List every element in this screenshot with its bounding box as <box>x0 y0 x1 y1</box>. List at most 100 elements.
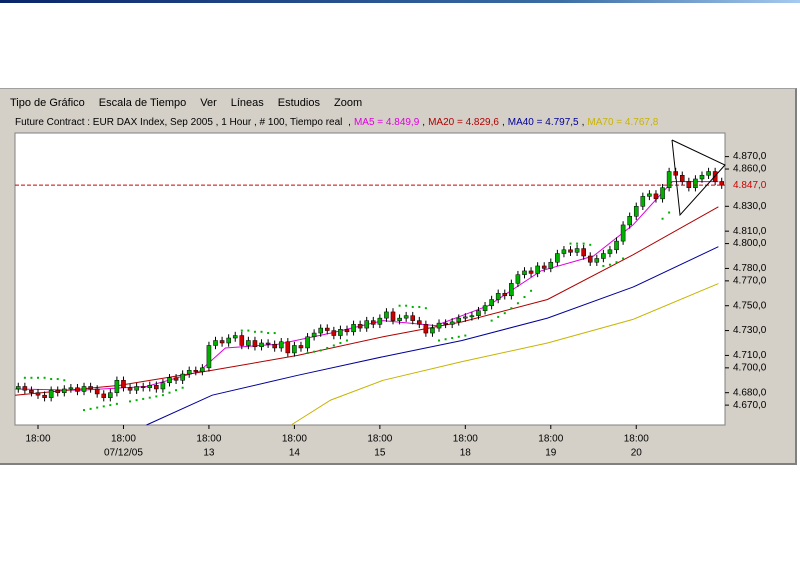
x-tick-label: 18:00 <box>367 434 392 445</box>
price-label: 4.847,0 <box>733 180 767 191</box>
candle-body <box>285 341 291 354</box>
candle-body <box>206 345 212 369</box>
candle-body <box>94 388 100 395</box>
sar-dot <box>37 376 40 379</box>
menu-item[interactable]: Escala de Tiempo <box>98 97 187 109</box>
sar-dot <box>424 307 427 310</box>
sar-dot <box>43 376 46 379</box>
candle-body <box>351 324 356 333</box>
candle-body <box>456 317 462 323</box>
plot-area <box>14 132 726 426</box>
plot <box>14 167 725 426</box>
sar-dot <box>135 399 138 402</box>
separator: , <box>422 117 426 128</box>
sar-dot <box>83 409 86 412</box>
candle-body <box>186 370 192 375</box>
candle-body <box>318 327 323 334</box>
candle-body <box>108 392 113 398</box>
title-bar <box>0 0 800 3</box>
candle-body <box>482 305 488 311</box>
sar-dot <box>148 396 151 399</box>
sar-dot <box>497 315 500 318</box>
candle-body <box>62 388 67 393</box>
candle-body <box>515 274 521 284</box>
candle-body <box>252 340 258 347</box>
candle-body <box>390 311 396 321</box>
candle-body <box>88 386 93 390</box>
sar-dot <box>23 376 26 379</box>
sar-dot <box>398 304 401 307</box>
x-date-label: 13 <box>203 448 215 459</box>
candle-body <box>489 299 494 306</box>
candle-body <box>607 249 613 254</box>
candle-body <box>232 335 238 339</box>
sar-dot <box>668 211 671 214</box>
menu-item[interactable]: Ver <box>200 97 217 109</box>
separator: , <box>581 117 585 128</box>
sar-dot <box>602 264 605 267</box>
sar-dot <box>451 337 454 340</box>
menu-item[interactable]: Estudios <box>277 97 320 109</box>
candle-body <box>68 387 74 390</box>
candle-body <box>423 324 429 334</box>
sar-dot <box>523 296 526 299</box>
sar-dot <box>332 344 335 347</box>
sar-dot <box>615 261 618 264</box>
candle-body <box>693 178 698 188</box>
sar-dot <box>267 332 270 335</box>
menu-item[interactable]: Tipo de Gráfico <box>10 97 85 109</box>
candle-body <box>324 327 330 331</box>
sar-dot <box>63 379 66 382</box>
candle-body <box>154 384 159 390</box>
sar-dot <box>306 351 309 354</box>
sar-dot <box>326 346 329 349</box>
sar-dot <box>142 397 145 400</box>
menu-item[interactable]: Zoom <box>333 97 363 109</box>
candle-body <box>265 342 271 345</box>
sar-dot <box>155 395 158 398</box>
x-tick-label: 18:00 <box>453 434 478 445</box>
chart-title: Future Contract : EUR DAX Index, Sep 200… <box>15 117 343 128</box>
candle-body <box>679 174 685 182</box>
sar-dot <box>89 407 92 410</box>
candle-body <box>311 332 317 338</box>
candle-body <box>101 393 107 398</box>
sar-dot <box>96 406 99 409</box>
x-tick-label: 18:00 <box>538 434 563 445</box>
sar-dot <box>490 319 493 322</box>
candle-body <box>686 181 692 188</box>
candle-body <box>48 389 54 398</box>
y-tick-label: 4.810,0 <box>733 226 767 237</box>
candle-body <box>627 216 632 226</box>
sar-dot <box>576 242 579 245</box>
candle-body <box>22 386 28 391</box>
menu-item[interactable]: Líneas <box>230 97 264 109</box>
sar-dot <box>260 330 263 333</box>
sar-dot <box>589 243 592 246</box>
candle-body <box>193 370 199 372</box>
sar-dot <box>129 400 132 403</box>
ma-line <box>14 206 719 396</box>
candle-body <box>495 293 501 300</box>
y-tick-label: 4.700,0 <box>733 362 767 373</box>
candle-body <box>331 330 337 336</box>
candle-body <box>430 327 435 334</box>
x-date-label: 19 <box>545 448 557 459</box>
candle-body <box>180 373 185 381</box>
candle-body <box>522 270 527 275</box>
candle-body <box>449 321 455 325</box>
sar-dot <box>168 391 171 394</box>
y-tick-label: 4.870,0 <box>733 151 767 162</box>
candle-body <box>660 187 665 200</box>
candle-body <box>173 377 179 381</box>
candle-body <box>581 248 586 257</box>
y-tick-label: 4.860,0 <box>733 164 767 175</box>
candle-body <box>541 265 547 269</box>
sar-dot <box>569 242 572 245</box>
candle-body <box>417 320 422 325</box>
candle-body <box>292 345 297 354</box>
y-tick-label: 4.680,0 <box>733 387 767 398</box>
ma-line <box>14 180 719 391</box>
